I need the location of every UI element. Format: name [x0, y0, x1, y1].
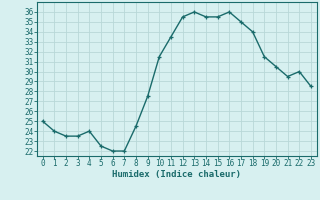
- X-axis label: Humidex (Indice chaleur): Humidex (Indice chaleur): [112, 170, 241, 179]
